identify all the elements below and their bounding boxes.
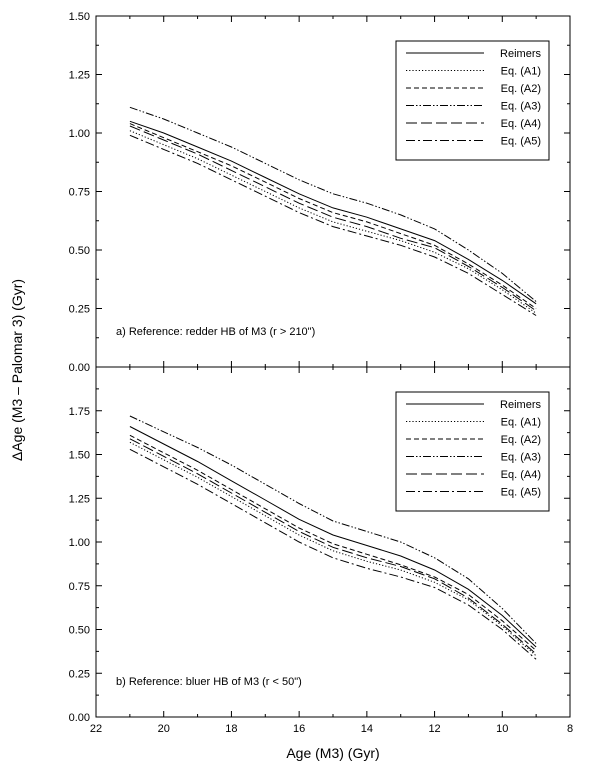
legend-label: Eq. (A2) <box>501 434 541 446</box>
x-tick-label: 8 <box>567 723 573 735</box>
legend-label: Eq. (A2) <box>501 83 541 95</box>
x-tick-label: 18 <box>225 723 237 735</box>
legend-label: Eq. (A3) <box>501 101 541 113</box>
legend-label: Eq. (A1) <box>501 417 541 429</box>
y-tick-label: 1.00 <box>69 537 90 549</box>
series-line-eq-a1 <box>129 441 537 657</box>
legend-label: Eq. (A1) <box>501 66 541 78</box>
legend-label: Eq. (A4) <box>501 118 541 130</box>
y-tick-label: 1.75 <box>69 406 90 418</box>
panel-annotation: b) Reference: bluer HB of M3 (r < 50") <box>116 676 302 688</box>
y-tick-label: 0.75 <box>69 187 90 199</box>
series-line-eq-a4 <box>129 438 537 655</box>
legend-label: Eq. (A3) <box>501 452 541 464</box>
series-line-reimers <box>129 120 537 305</box>
panel-b: 0.00 0.25 0.50 0.75 1.00 1.25 1.50 1.75 22 20 18 16… <box>69 366 573 735</box>
x-tick-label: 10 <box>496 723 508 735</box>
series-line-eq-a5 <box>129 134 537 316</box>
series-line-eq-a3 <box>129 415 537 644</box>
legend-label: Eq. (A4) <box>501 469 541 481</box>
y-tick-label: 0.50 <box>69 625 90 637</box>
legend-label: Reimers <box>500 399 541 411</box>
series-line-eq-a2 <box>129 123 537 309</box>
y-tick-label: 0.50 <box>69 245 90 257</box>
y-tick-label: 1.50 <box>69 450 90 462</box>
y-tick-label: 1.00 <box>69 128 90 140</box>
series-line-eq-a3 <box>129 106 537 302</box>
legend-label: Reimers <box>500 48 541 60</box>
series-line-eq-a5 <box>129 448 537 660</box>
y-tick-label: 1.25 <box>69 493 90 505</box>
panel-a: 0.00 0.25 0.50 0.75 1.00 1.25 1.50 Reimers Eq. (… <box>69 11 571 374</box>
legend-label: Eq. (A5) <box>501 487 541 499</box>
y-tick-label: 0.75 <box>69 581 90 593</box>
legend-box <box>395 391 550 512</box>
y-axis-label: ΔAge (M3 – Palomar 3) (Gyr) <box>9 279 25 461</box>
legend-label: Eq. (A5) <box>501 136 541 148</box>
y-tick-label: 1.50 <box>69 11 90 23</box>
y-tick-label: 0.25 <box>69 668 90 680</box>
y-tick-label: 0.00 <box>69 362 90 374</box>
x-tick-label: 16 <box>293 723 305 735</box>
x-tick-label: 22 <box>90 723 102 735</box>
y-tick-label: 1.25 <box>69 70 90 82</box>
x-tick-label: 20 <box>158 723 170 735</box>
legend-box <box>395 40 550 161</box>
x-axis-label: Age (M3) (Gyr) <box>286 745 379 761</box>
x-tick-label: 14 <box>361 723 373 735</box>
panel-annotation: a) Reference: redder HB of M3 (r > 210") <box>116 326 315 338</box>
x-tick-label: 12 <box>428 723 440 735</box>
y-tick-label: 0.25 <box>69 304 90 316</box>
series-line-eq-a2 <box>129 434 537 651</box>
series-line-reimers <box>129 426 537 648</box>
series-line-eq-a4 <box>129 125 537 312</box>
y-tick-label: 0.00 <box>69 712 90 724</box>
